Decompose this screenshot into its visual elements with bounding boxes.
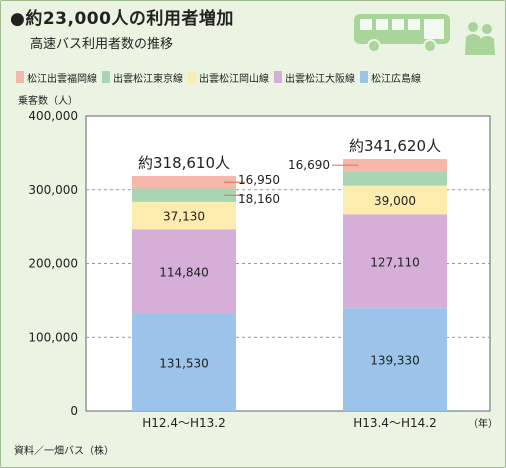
legend-item-okayama: 出雲松江岡山線 — [188, 70, 269, 85]
bar-segment — [343, 308, 447, 411]
data-label: 131,530 — [159, 356, 209, 370]
legend-swatch — [360, 71, 368, 83]
legend-label: 松江広島線 — [371, 73, 421, 85]
bar-segment — [343, 171, 447, 186]
bar-segment — [343, 185, 447, 215]
y-tick-label: 100,000 — [28, 330, 78, 344]
x-tick-label: H13.4～H14.2 — [353, 416, 437, 430]
total-label: 約318,610人 — [138, 154, 230, 172]
bar-segment — [132, 176, 236, 189]
total-label: 約341,620人 — [349, 137, 441, 155]
chart-legend: 松江出雲福岡線 出雲松江東京線 出雲松江岡山線 出雲松江大阪線 松江広島線 — [16, 69, 426, 85]
bar-segment — [343, 214, 447, 309]
data-label: 16,950 — [238, 173, 280, 187]
legend-swatch — [102, 71, 110, 83]
data-label: 16,690 — [288, 158, 330, 172]
data-label: 39,000 — [374, 194, 416, 208]
legend-label: 松江出雲福岡線 — [27, 73, 97, 85]
legend-item-osaka: 出雲松江大阪線 — [274, 70, 355, 85]
y-tick-label: 400,000 — [28, 109, 78, 123]
legend-item-fukuoka: 松江出雲福岡線 — [16, 70, 97, 85]
source-note: 資料／一畑バス（株） — [14, 446, 114, 457]
bar-segment — [132, 201, 236, 230]
legend-swatch — [188, 71, 196, 83]
legend-label: 出雲松江岡山線 — [199, 73, 269, 85]
legend-item-tokyo: 出雲松江東京線 — [102, 70, 183, 85]
y-tick-label: 300,000 — [28, 183, 78, 197]
x-axis-label: （年） — [468, 417, 498, 430]
chart-title: ●約23,000人の利用者増加 — [10, 9, 234, 29]
x-tick-label: H12.4～H13.2 — [142, 416, 226, 430]
people-icon — [465, 22, 495, 55]
data-label: 127,110 — [370, 255, 420, 269]
data-label: 114,840 — [159, 266, 209, 280]
bus-icon — [354, 14, 450, 53]
legend-swatch — [16, 71, 24, 83]
y-tick-label: 200,000 — [28, 257, 78, 271]
bar-segment — [132, 229, 236, 314]
bar-segment — [132, 313, 236, 411]
y-tick-label: 0 — [70, 404, 78, 418]
legend-label: 出雲松江東京線 — [113, 73, 183, 85]
bar-segment — [132, 188, 236, 202]
data-label: 18,160 — [238, 192, 280, 206]
y-axis-label: 乗客数（人） — [18, 96, 78, 107]
legend-swatch — [274, 71, 282, 83]
chart-subtitle: 高速バス利用者数の推移 — [30, 37, 174, 52]
legend-label: 出雲松江大阪線 — [285, 73, 355, 85]
data-label: 139,330 — [370, 354, 420, 368]
data-label: 37,130 — [163, 210, 205, 224]
bar-segment — [343, 159, 447, 172]
legend-item-hiroshima: 松江広島線 — [360, 70, 421, 85]
